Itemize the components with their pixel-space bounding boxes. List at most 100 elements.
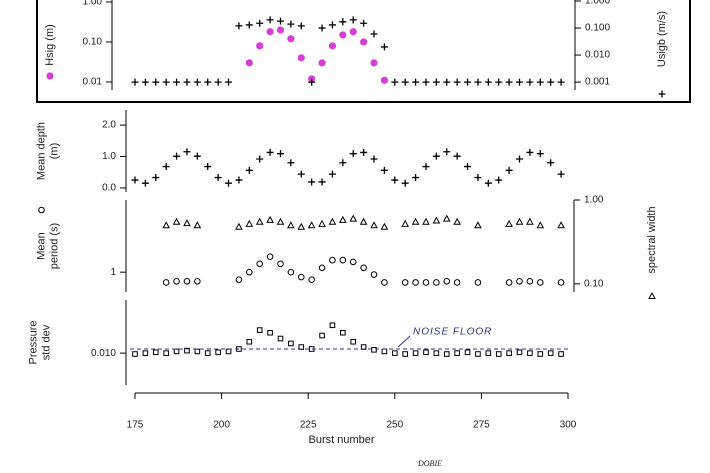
plus-point (557, 170, 565, 178)
stddev-point (319, 332, 325, 339)
period-point (235, 276, 243, 283)
width-point (255, 217, 264, 225)
plus-point (464, 78, 472, 86)
period-point (381, 279, 388, 286)
plus-point (391, 78, 399, 86)
plus-point (380, 166, 388, 174)
stddev-point (485, 350, 492, 356)
plus-point (432, 152, 440, 160)
plus-point (204, 78, 212, 86)
y2-tick-label: 0.100 (585, 23, 610, 34)
hsig-point (339, 31, 347, 39)
plus-point (349, 150, 357, 158)
plus-point (245, 166, 253, 174)
stddev-point (204, 350, 211, 356)
hsig-point (380, 76, 389, 84)
caption: DOBIE (417, 459, 442, 468)
annotation-leader (397, 335, 411, 348)
y-axis-label: period (s) (48, 223, 60, 269)
y-tick-label: 1.0 (102, 151, 116, 162)
hsig-point (370, 59, 378, 67)
stddev-point (392, 350, 398, 356)
plus-point (162, 78, 170, 86)
y-tick-label: 1 (110, 267, 116, 278)
plus-point (235, 176, 243, 184)
y-axis-label: Hsig (m) (44, 24, 56, 66)
width-point (380, 222, 389, 230)
stddev-point (381, 348, 388, 355)
plus-point (380, 43, 388, 51)
y-axis-label: (m) (48, 143, 60, 160)
plus-point (297, 170, 305, 178)
plus-point (225, 78, 233, 86)
width-point (276, 217, 285, 225)
hsig-point (328, 42, 337, 50)
plus-point (526, 78, 534, 86)
stddev-point (267, 329, 273, 336)
stddev-point (464, 349, 471, 356)
stddev-point (402, 351, 408, 357)
plus-point (422, 163, 430, 171)
stddev-point (495, 351, 502, 357)
width-point (328, 217, 337, 225)
plus-point (131, 176, 139, 184)
period-point (194, 278, 201, 285)
plus-point (214, 174, 222, 182)
plus-point (557, 78, 565, 86)
plus-point (360, 148, 368, 156)
y-axis-label: Mean (35, 232, 47, 260)
plus-point (204, 163, 212, 171)
stddev-point (340, 329, 346, 336)
x-tick-label: 275 (473, 420, 490, 431)
width-point (266, 215, 274, 223)
stddev-point (163, 350, 169, 356)
plus-point (266, 148, 274, 156)
stddev-point (256, 327, 263, 333)
width-point (411, 217, 420, 225)
plus-point (193, 78, 201, 86)
width-point (422, 217, 430, 225)
plus-point (245, 21, 253, 29)
period-point (277, 260, 284, 268)
width-point (442, 214, 451, 222)
period-point (318, 264, 326, 272)
width-point (515, 217, 524, 225)
y-tick-label: 0.0 (102, 183, 116, 194)
plus-point (516, 155, 524, 163)
x-axis-label: Burst number (308, 434, 374, 446)
plus-point (318, 24, 326, 32)
width-point (432, 216, 441, 224)
stddev-point (547, 350, 554, 356)
plus-point (412, 174, 420, 182)
stddev-point (527, 350, 533, 356)
stddev-point (215, 349, 221, 356)
y2-tick-label: 1.000 (585, 0, 610, 7)
y2-tick-label: 1.00 (584, 195, 604, 206)
period-point (308, 276, 315, 283)
x-tick-label: 175 (127, 420, 144, 431)
plus-point (516, 78, 524, 86)
plus-point (328, 21, 336, 29)
period-point (516, 278, 523, 285)
stddev-point (423, 349, 429, 356)
plus-point (464, 163, 472, 171)
period-point (505, 279, 513, 286)
period-point (256, 260, 264, 268)
plus-point (225, 179, 233, 187)
plus-point (453, 78, 461, 86)
period-point (360, 264, 367, 272)
plus-point (505, 166, 513, 174)
width-point (297, 222, 306, 230)
period-point (266, 253, 274, 260)
plus-point (349, 16, 357, 24)
period-point (474, 279, 482, 286)
plus-point (536, 150, 544, 158)
plus-point (484, 78, 492, 86)
plus-point (474, 78, 482, 86)
plus-point (297, 22, 305, 30)
x-tick-label: 200 (213, 420, 230, 431)
y2-axis-label: spectral width (646, 206, 658, 273)
y-tick-label: 1.00 (83, 0, 103, 8)
width-point (235, 222, 243, 230)
